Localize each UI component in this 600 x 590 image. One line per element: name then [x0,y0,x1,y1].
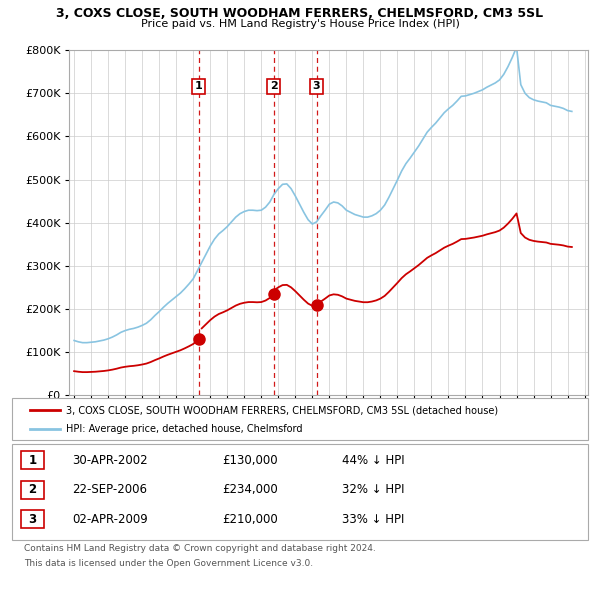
Text: 1: 1 [195,81,203,91]
Text: 30-APR-2002: 30-APR-2002 [72,454,148,467]
Text: 33% ↓ HPI: 33% ↓ HPI [342,513,404,526]
Text: 44% ↓ HPI: 44% ↓ HPI [342,454,404,467]
Text: 2: 2 [270,81,278,91]
Text: 32% ↓ HPI: 32% ↓ HPI [342,483,404,496]
Text: £130,000: £130,000 [222,454,278,467]
Text: £234,000: £234,000 [222,483,278,496]
Text: This data is licensed under the Open Government Licence v3.0.: This data is licensed under the Open Gov… [24,559,313,568]
Text: 22-SEP-2006: 22-SEP-2006 [72,483,147,496]
Text: £210,000: £210,000 [222,513,278,526]
Text: Contains HM Land Registry data © Crown copyright and database right 2024.: Contains HM Land Registry data © Crown c… [24,544,376,553]
Text: Price paid vs. HM Land Registry's House Price Index (HPI): Price paid vs. HM Land Registry's House … [140,19,460,29]
Text: 3: 3 [313,81,320,91]
Text: 02-APR-2009: 02-APR-2009 [72,513,148,526]
Text: 2: 2 [28,483,37,496]
Text: 3: 3 [28,513,37,526]
Text: HPI: Average price, detached house, Chelmsford: HPI: Average price, detached house, Chel… [66,424,302,434]
Text: 1: 1 [28,454,37,467]
Text: 3, COXS CLOSE, SOUTH WOODHAM FERRERS, CHELMSFORD, CM3 5SL (detached house): 3, COXS CLOSE, SOUTH WOODHAM FERRERS, CH… [66,405,498,415]
Text: 3, COXS CLOSE, SOUTH WOODHAM FERRERS, CHELMSFORD, CM3 5SL: 3, COXS CLOSE, SOUTH WOODHAM FERRERS, CH… [56,7,544,20]
